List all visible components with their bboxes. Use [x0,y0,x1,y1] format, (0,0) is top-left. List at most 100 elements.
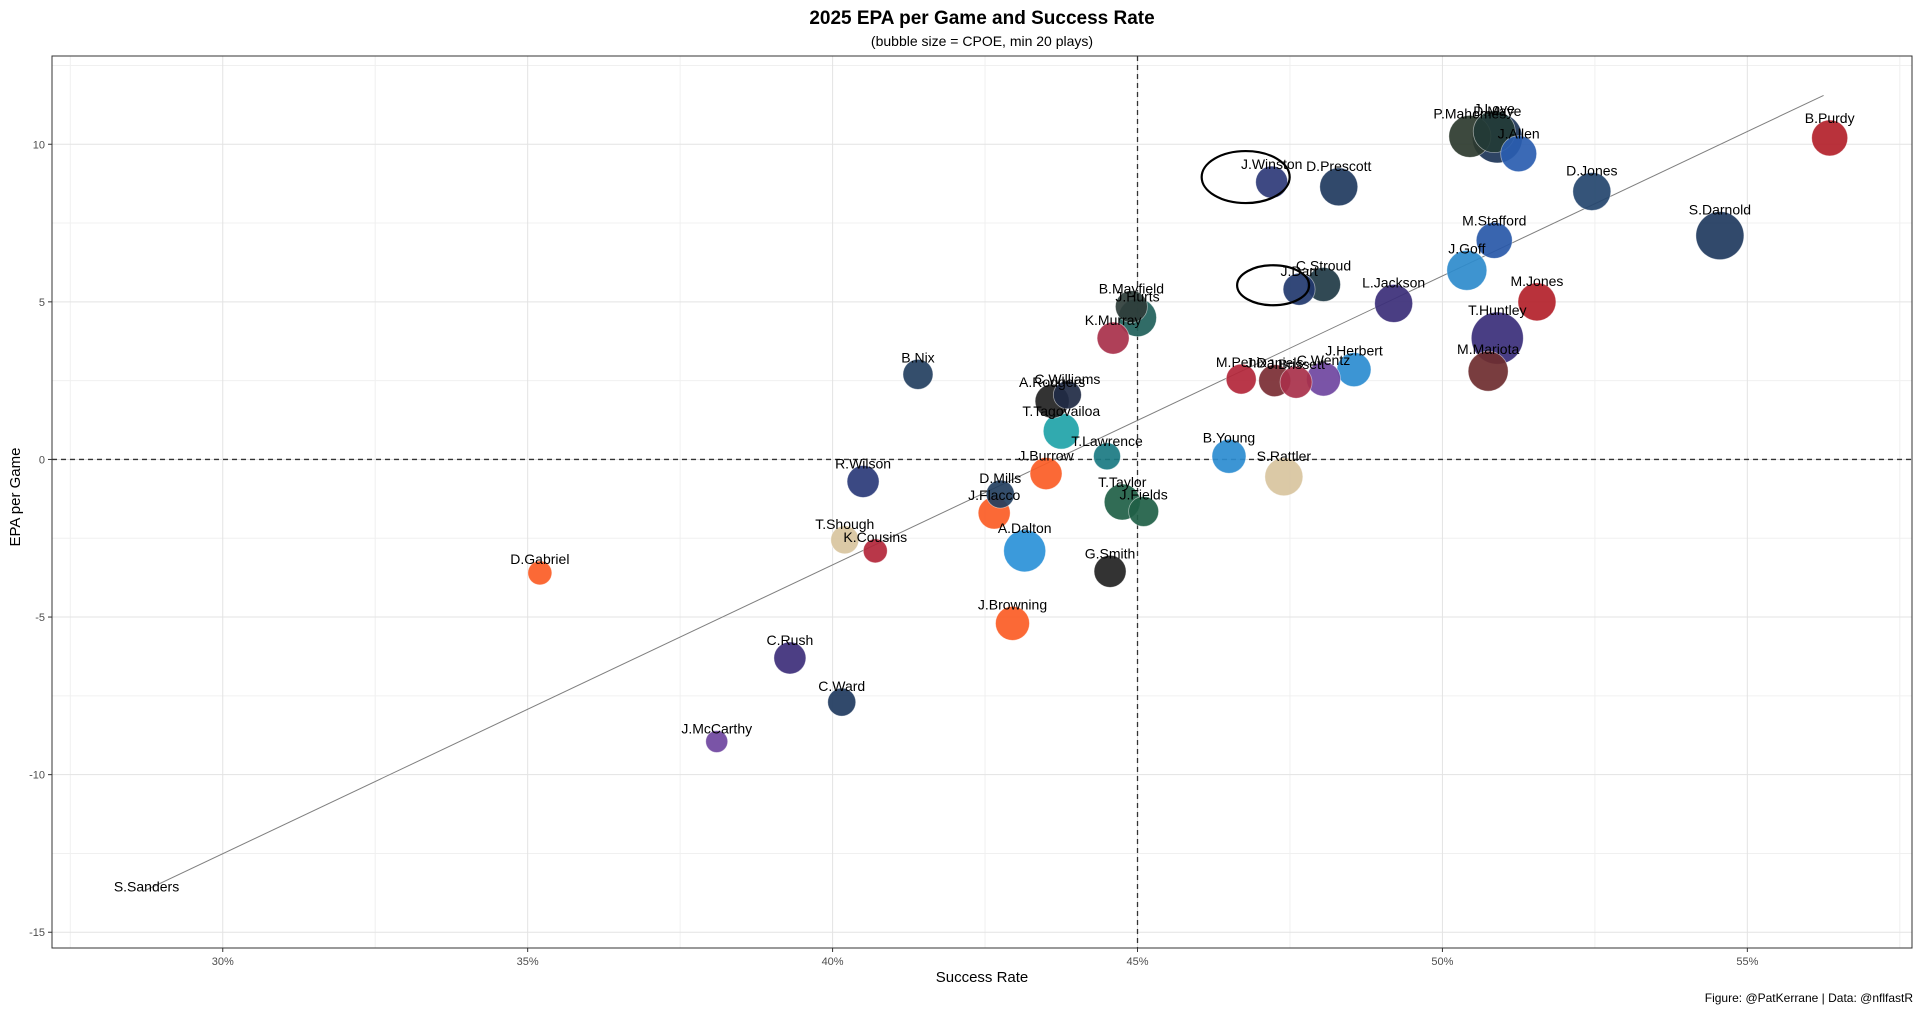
point-label-d-mills: D.Mills [979,470,1021,486]
x-axis-label: Success Rate [936,969,1029,986]
point-m-stafford [1475,221,1513,259]
point-m-jones [1517,282,1557,322]
x-tick-label: 40% [822,956,844,968]
point-label-c-stroud: C.Stroud [1296,258,1351,274]
point-label-m-penix: M.Penix [1216,354,1267,370]
point-label-c-williams: C.Williams [1034,371,1100,387]
point-label-a-dalton: A.Dalton [998,520,1052,536]
point-label-k-murray: K.Murray [1085,312,1142,328]
point-label-j-mccarthy: J.McCarthy [681,721,752,737]
point-label-t-taylor: T.Taylor [1098,474,1147,490]
point-label-d-gabriel: D.Gabriel [510,551,569,567]
point-t-lawrence [1093,442,1121,471]
x-tick-label: 55% [1736,956,1758,968]
x-tick-label: 30% [212,956,234,968]
trend-line-layer [143,94,1824,892]
point-label-d-jones: D.Jones [1566,163,1617,179]
point-t-shough [830,525,860,555]
point-label-c-wentz: C.Wentz [1297,352,1350,368]
highlight-ellipse [1236,264,1311,307]
point-b-nix [902,358,934,390]
point-l-jackson [1374,284,1414,323]
point-label-b-mayfield: B.Mayfield [1099,281,1164,297]
point-label-j-browning: J.Browning [978,596,1047,612]
point-d-jones [1572,172,1612,211]
y-tick-label: -10 [29,770,45,782]
point-label-t-lawrence: T.Lawrence [1071,433,1143,449]
point-j-fields [1128,496,1160,527]
point-d-prescott [1319,167,1359,207]
point-d-mills [985,479,1015,509]
point-label-j-love: J.Love [1474,101,1515,117]
y-tick-label: -5 [35,612,45,624]
y-tick-label: 10 [33,139,45,151]
point-label-l-jackson: L.Jackson [1362,274,1425,290]
highlight-ellipses [1200,149,1311,307]
point-label-t-shough: T.Shough [815,516,874,532]
point-r-wilson [846,465,880,498]
point-g-smith [1093,554,1127,588]
point-label-t-tagovailoa: T.Tagovailoa [1022,403,1100,419]
point-m-mariota [1467,350,1509,392]
point-a-dalton [1003,529,1047,573]
point-label-c-ward: C.Ward [818,678,865,694]
chart-title: 2025 EPA per Game and Success Rate [809,8,1154,29]
point-s-darnold [1695,211,1745,261]
y-tick-label: 0 [39,454,45,466]
point-j-browning [995,605,1030,641]
point-label-b-young: B.Young [1203,429,1255,445]
axis-ticks: 30% 35% 40% 45% 50% 55% -15 -10 -5 0 5 10 [29,139,1758,968]
y-axis-label: EPA per Game [7,448,24,547]
point-label-j-brissett: J.Brissett [1267,356,1325,372]
point-label-j-fields: J.Fields [1119,486,1167,502]
point-label-s-darnold: S.Darnold [1689,202,1751,218]
point-label-j-goff: J.Goff [1448,240,1485,256]
point-label-j-hurts: J.Hurts [1115,289,1159,305]
highlight-ellipse [1200,149,1291,205]
point-m-penix [1225,363,1257,395]
point-b-mayfield [1115,290,1148,323]
point-j-allen [1500,135,1538,173]
point-label-b-purdy: B.Purdy [1805,110,1855,126]
point-j-goff [1446,249,1488,291]
point-label-j-daniels: J.Daniels [1246,355,1304,371]
point-label-d-maye: D.Maye [1473,103,1521,119]
point-c-williams [1052,380,1082,410]
point-j-dart [1282,272,1316,306]
point-k-cousins [862,538,888,564]
point-label-s-rattler: S.Rattler [1257,448,1312,464]
point-label-k-cousins: K.Cousins [843,529,907,545]
y-tick-label: -15 [29,927,45,939]
point-label-r-wilson: R.Wilson [835,456,891,472]
point-label-p-mahomes: P.Mahomes [1433,105,1506,121]
point-label-m-jones: M.Jones [1510,273,1563,289]
point-c-ward [827,687,857,717]
point-k-murray [1096,321,1130,355]
point-d-gabriel [527,560,553,586]
point-label-s-sanders: S.Sanders [114,878,179,894]
point-j-brissett [1279,365,1313,399]
point-label-c-rush: C.Rush [767,632,814,648]
point-label-a-rodgers: A.Rodgers [1019,374,1085,390]
point-label-j-allen: J.Allen [1498,126,1540,142]
point-label-d-prescott: D.Prescott [1306,158,1371,174]
point-c-rush [773,641,807,675]
point-label-b-nix: B.Nix [901,349,934,365]
chart-caption: Figure: @PatKerrane | Data: @nflfastR [1705,991,1914,1005]
point-label-j-flacco: J.Flacco [968,487,1020,503]
point-label-j-winston: J.Winston [1241,156,1302,172]
point-b-young [1211,438,1247,474]
point-j-burrow [1029,457,1063,491]
point-label-m-mariota: M.Mariota [1457,341,1519,357]
chart-subtitle: (bubble size = CPOE, min 20 plays) [871,33,1093,49]
point-label-m-stafford: M.Stafford [1462,212,1526,228]
point-s-rattler [1264,457,1304,497]
points-layer [527,110,1849,753]
point-label-j-herbert: J.Herbert [1325,343,1383,359]
point-label-g-smith: G.Smith [1085,545,1136,561]
x-tick-label: 35% [517,956,539,968]
point-j-mccarthy [705,730,729,753]
point-b-purdy [1811,119,1849,157]
